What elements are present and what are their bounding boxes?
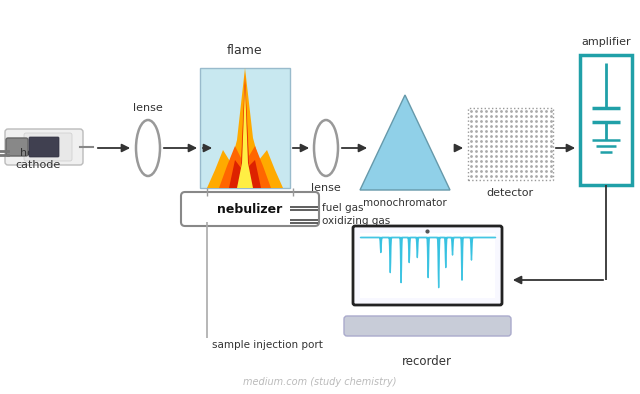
Text: monochromator: monochromator [363,198,447,208]
FancyBboxPatch shape [181,192,319,226]
FancyBboxPatch shape [6,138,28,156]
Polygon shape [229,81,261,188]
Bar [200,68,290,188]
Polygon shape [219,73,271,188]
Bar [468,108,553,180]
Polygon shape [237,85,253,188]
Text: lense: lense [311,183,341,193]
Text: oxidizing gas: oxidizing gas [322,216,390,226]
Text: recorder: recorder [402,355,452,368]
Text: flame: flame [227,44,263,57]
Text: hollow
cathode: hollow cathode [15,149,61,170]
Polygon shape [207,68,283,188]
Bar [580,55,632,185]
FancyBboxPatch shape [24,133,72,161]
Text: nebulizer: nebulizer [218,203,283,216]
Polygon shape [360,95,450,190]
Text: detector: detector [486,188,534,198]
Text: sample injection port: sample injection port [212,340,323,350]
Text: fuel gas: fuel gas [322,203,364,213]
Text: medium.com (study chemistry): medium.com (study chemistry) [243,377,397,387]
Text: amplifier: amplifier [581,37,631,47]
Text: lense: lense [133,103,163,113]
FancyBboxPatch shape [29,137,59,157]
Bar [360,233,495,298]
FancyBboxPatch shape [5,129,83,165]
FancyBboxPatch shape [344,316,511,336]
FancyBboxPatch shape [353,226,502,305]
